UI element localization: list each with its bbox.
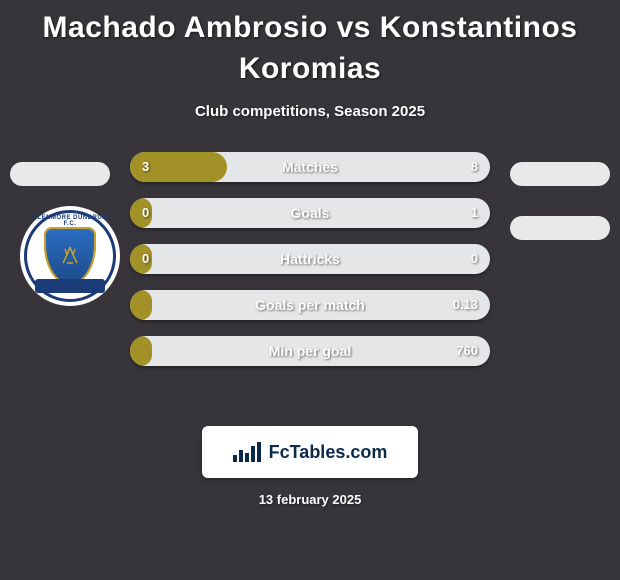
stat-bar-row: 0Hattricks0 xyxy=(130,244,490,274)
club-logo-banner xyxy=(35,279,105,293)
subtitle: Club competitions, Season 2025 xyxy=(0,103,620,120)
stat-bar-row: Min per goal760 xyxy=(130,336,490,366)
player-photo-placeholder-right-2 xyxy=(510,216,610,240)
title-line-1: Machado Ambrosio vs Konstantinos xyxy=(43,11,578,44)
bar-chart-icon xyxy=(233,442,261,462)
stat-value-right: 0 xyxy=(471,244,478,274)
stat-value-right: 8 xyxy=(471,152,478,182)
stag-icon xyxy=(55,241,85,271)
club-logo-top-text: GLENMORE DUNDRUM F.C. xyxy=(27,215,113,227)
stat-bars: 3Matches80Goals10Hattricks0Goals per mat… xyxy=(130,152,490,382)
stat-label: Hattricks xyxy=(130,244,490,274)
club-logo-left: GLENMORE DUNDRUM F.C. xyxy=(20,206,120,306)
club-logo-ring: GLENMORE DUNDRUM F.C. xyxy=(24,210,116,302)
stat-bar-row: Goals per match0.13 xyxy=(130,290,490,320)
stat-label: Min per goal xyxy=(130,336,490,366)
club-logo-shield xyxy=(44,227,96,285)
brand-badge: FcTables.com xyxy=(202,426,418,478)
stat-label: Goals per match xyxy=(130,290,490,320)
stat-value-right: 760 xyxy=(456,336,478,366)
player-photo-placeholder-right-1 xyxy=(510,162,610,186)
comparison-title: Machado Ambrosio vs Konstantinos Koromia… xyxy=(0,0,620,89)
stat-label: Goals xyxy=(130,198,490,228)
comparison-chart: GLENMORE DUNDRUM F.C. 3Matches80Goals10H… xyxy=(0,148,620,408)
date-text: 13 february 2025 xyxy=(0,492,620,507)
stat-label: Matches xyxy=(130,152,490,182)
player-photo-placeholder-left xyxy=(10,162,110,186)
stat-value-right: 0.13 xyxy=(453,290,478,320)
stat-bar-row: 3Matches8 xyxy=(130,152,490,182)
title-line-2: Koromias xyxy=(239,52,381,85)
stat-bar-row: 0Goals1 xyxy=(130,198,490,228)
brand-text: FcTables.com xyxy=(269,442,388,463)
stat-value-right: 1 xyxy=(471,198,478,228)
